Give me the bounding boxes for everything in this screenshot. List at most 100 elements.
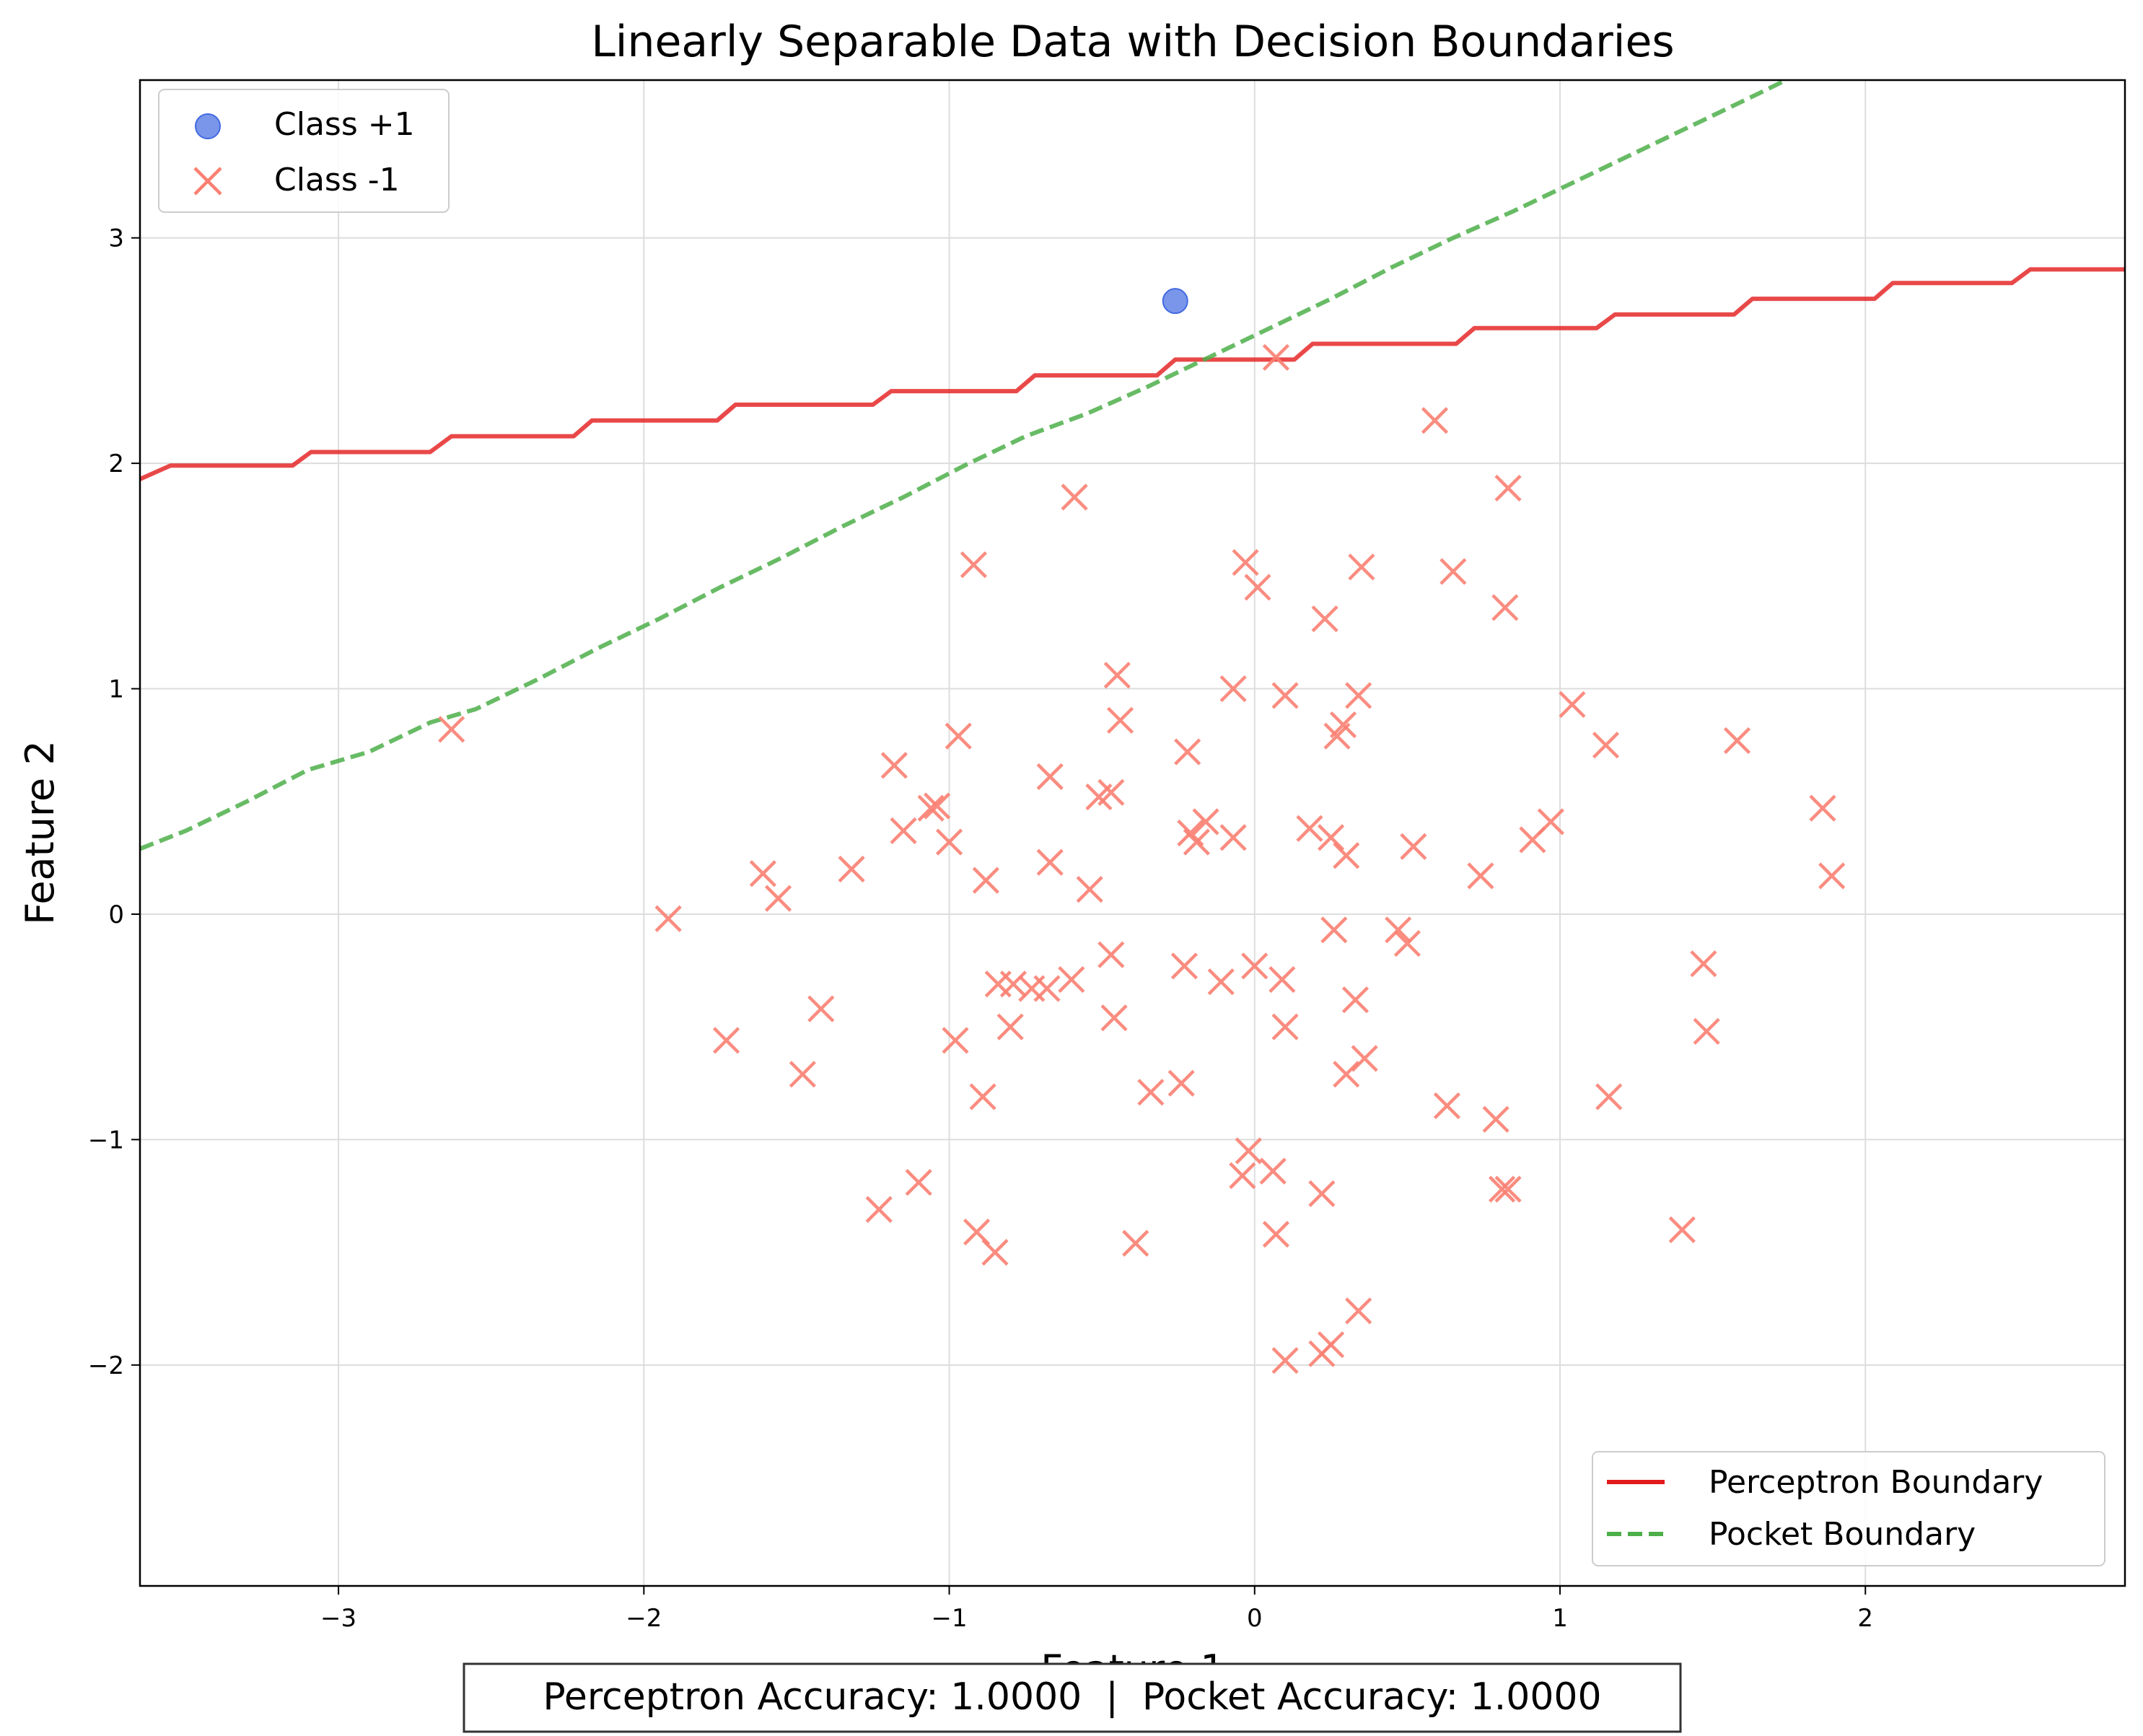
class-neg-point bbox=[1341, 986, 1369, 1014]
legend-label-perceptron: Perceptron Boundary bbox=[1709, 1464, 2043, 1501]
class-neg-point bbox=[1271, 1346, 1299, 1375]
class-neg-point bbox=[924, 792, 951, 820]
y-tick-label: 2 bbox=[108, 450, 124, 478]
plot-area-frame bbox=[139, 79, 2126, 1587]
class-neg-point bbox=[1595, 1083, 1623, 1110]
class-neg-point bbox=[1494, 1175, 1522, 1203]
class-neg-point bbox=[1308, 1180, 1336, 1207]
class-neg-point bbox=[1818, 862, 1846, 890]
class-neg-point bbox=[1318, 824, 1345, 851]
chart-title: Linearly Separable Data with Decision Bo… bbox=[591, 17, 1674, 67]
x-tick-label: −3 bbox=[320, 1604, 356, 1633]
legend-marker-class-pos bbox=[195, 113, 221, 139]
x-tick-label: 2 bbox=[1857, 1604, 1873, 1633]
grid bbox=[140, 80, 2125, 1586]
class-neg-point bbox=[905, 1169, 932, 1196]
class-neg-point bbox=[1229, 1162, 1256, 1189]
class-neg-point bbox=[972, 867, 999, 894]
legend-label-pocket: Pocket Boundary bbox=[1709, 1516, 1976, 1553]
class-neg-point bbox=[1385, 916, 1412, 944]
class-neg-point bbox=[1259, 1157, 1287, 1185]
perceptron-boundary-line bbox=[140, 267, 2125, 481]
class-neg-point bbox=[1809, 794, 1836, 822]
lines-legend-box bbox=[1592, 1451, 2105, 1566]
class-neg-point bbox=[1400, 833, 1427, 860]
x-tick-label: 0 bbox=[1247, 1604, 1263, 1633]
class-neg-point bbox=[1183, 828, 1210, 856]
annotation-box bbox=[463, 1662, 1682, 1733]
class-neg-point bbox=[1167, 1069, 1195, 1097]
class-neg-point bbox=[1235, 1137, 1262, 1165]
class-neg-point bbox=[1333, 842, 1360, 869]
class-neg-point bbox=[1519, 826, 1546, 854]
class-neg-point bbox=[1036, 849, 1064, 876]
legend-label-class-neg: Class -1 bbox=[274, 162, 400, 198]
class-neg-point bbox=[1076, 876, 1103, 903]
legend-marker-class-neg bbox=[193, 167, 222, 196]
class-neg-point bbox=[838, 855, 865, 883]
class-neg-point bbox=[1296, 815, 1323, 842]
class-neg-point bbox=[654, 905, 682, 932]
class-neg-point bbox=[1100, 1004, 1128, 1032]
class-neg-point bbox=[1348, 553, 1375, 581]
class-neg-point bbox=[1271, 1013, 1299, 1040]
class-neg-point bbox=[865, 1196, 893, 1223]
class-neg-point bbox=[1106, 706, 1134, 734]
class-neg-point bbox=[1320, 916, 1348, 944]
class-neg-point bbox=[438, 716, 465, 743]
y-tick-label: 1 bbox=[108, 675, 124, 704]
class-neg-point bbox=[1668, 1216, 1696, 1243]
annotation-text: Perceptron Accuracy: 1.0000 | Pocket Acc… bbox=[543, 1675, 1601, 1719]
class-neg-point bbox=[945, 722, 972, 750]
class-neg-point bbox=[1085, 783, 1113, 811]
class-neg-point bbox=[1241, 952, 1268, 980]
class-neg-point bbox=[880, 752, 908, 779]
class-neg-point bbox=[1421, 407, 1449, 434]
points-legend: Class +1 Class -1 bbox=[158, 89, 450, 213]
class-neg-point bbox=[1329, 711, 1357, 739]
lines-legend: Perceptron Boundary Pocket Boundary bbox=[1592, 1451, 2105, 1566]
class-neg-point bbox=[942, 1027, 969, 1054]
class-neg-point bbox=[1482, 1105, 1509, 1133]
scatter-points bbox=[438, 288, 1846, 1375]
class-neg-point bbox=[1036, 763, 1064, 790]
class-neg-point bbox=[807, 995, 835, 1022]
class-neg-point bbox=[764, 885, 792, 912]
class-neg-point bbox=[1723, 727, 1751, 755]
class-neg-point bbox=[1393, 929, 1421, 957]
class-neg-point bbox=[1311, 605, 1338, 633]
y-tick-label: −2 bbox=[88, 1351, 124, 1380]
class-neg-point bbox=[1207, 968, 1235, 996]
class-neg-point bbox=[1097, 941, 1125, 968]
class-neg-point bbox=[996, 1013, 1024, 1040]
class-neg-point bbox=[1318, 1331, 1345, 1359]
class-neg-point bbox=[1559, 691, 1586, 719]
class-neg-point bbox=[1433, 1092, 1461, 1120]
axis-ticks: −3 −2 −1 0 1 2 −2 −1 0 1 2 3 bbox=[88, 224, 1873, 1633]
class-neg-point bbox=[1351, 1045, 1378, 1072]
class-neg-point bbox=[1592, 732, 1620, 759]
class-neg-point bbox=[1690, 950, 1717, 978]
class-neg-point bbox=[1061, 483, 1088, 511]
class-neg-point bbox=[1033, 975, 1061, 1002]
class-neg-point bbox=[713, 1027, 740, 1054]
class-neg-point bbox=[1345, 1297, 1372, 1325]
class-neg-point bbox=[969, 1083, 996, 1110]
x-tick-label: −2 bbox=[626, 1604, 662, 1633]
class-neg-point bbox=[890, 817, 917, 844]
pocket-boundary-line bbox=[140, 80, 1787, 851]
class-neg-point bbox=[1103, 662, 1131, 689]
boundary-lines bbox=[140, 80, 2125, 851]
class-neg-point bbox=[1491, 594, 1519, 621]
class-neg-point bbox=[935, 828, 963, 856]
y-tick-label: −1 bbox=[88, 1126, 124, 1154]
class-neg-point bbox=[917, 794, 945, 822]
class-neg-point bbox=[1271, 682, 1299, 709]
class-neg-point bbox=[1467, 862, 1494, 890]
class-neg-point bbox=[1244, 574, 1271, 601]
class-neg-point bbox=[1174, 738, 1201, 766]
y-axis-label: Feature 2 bbox=[17, 740, 63, 925]
legend-label-class-pos: Class +1 bbox=[274, 106, 415, 143]
x-tick-label: −1 bbox=[931, 1604, 967, 1633]
